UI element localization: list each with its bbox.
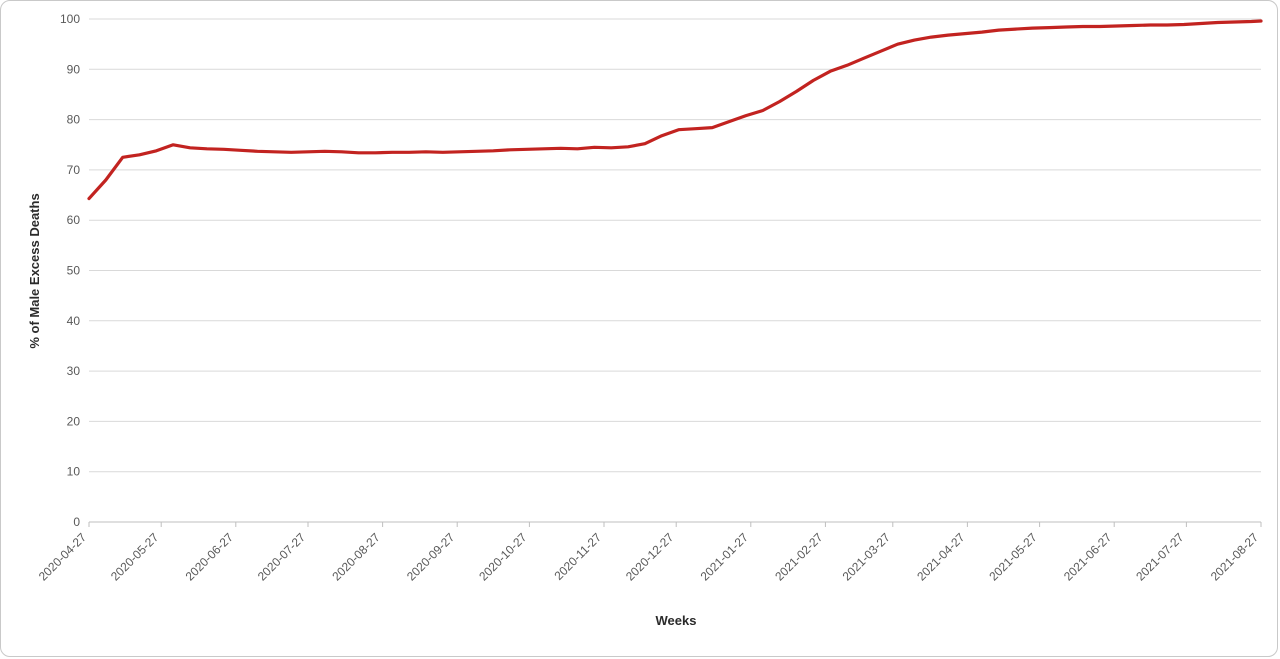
y-tick-label: 70	[67, 163, 81, 177]
y-tick-label: 90	[67, 62, 81, 76]
x-tick-label: 2020-05-27	[108, 530, 162, 584]
x-tick-label: 2021-05-27	[986, 530, 1040, 584]
x-tick-label: 2021-04-27	[914, 530, 968, 584]
y-tick-label: 20	[67, 414, 81, 428]
y-tick-label: 50	[67, 264, 81, 278]
x-tick-label: 2020-10-27	[476, 530, 530, 584]
y-tick-label: 100	[60, 12, 80, 26]
gridlines	[89, 18, 1261, 523]
y-tick-label: 30	[67, 364, 81, 378]
x-axis-title: Weeks	[656, 613, 697, 628]
y-tick-label: 40	[67, 314, 81, 328]
x-tick-label: 2020-07-27	[255, 530, 309, 584]
x-tick-label: 2021-08-27	[1208, 530, 1262, 584]
y-tick-label: 60	[67, 213, 81, 227]
y-tick-label: 10	[67, 465, 81, 479]
x-tick-label: 2021-07-27	[1133, 530, 1187, 584]
x-tick-label: 2021-01-27	[698, 530, 752, 584]
x-tick-label: 2021-02-27	[772, 530, 826, 584]
y-axis-title: % of Male Excess Deaths	[27, 193, 42, 348]
x-tick-label: 2021-03-27	[840, 530, 894, 584]
y-tick-label: 80	[67, 113, 81, 127]
x-axis-labels: 2020-04-27 2020-05-27 2020-06-27 2020-07-27…	[36, 530, 1262, 584]
x-tick-label: 2021-06-27	[1061, 530, 1115, 584]
x-axis-ticks	[88, 522, 1262, 527]
x-tick-label: 2020-12-27	[623, 530, 677, 584]
series-line	[87, 19, 1263, 201]
x-tick-label: 2020-09-27	[404, 530, 458, 584]
x-tick-label: 2020-08-27	[329, 530, 383, 584]
x-tick-label: 2020-06-27	[183, 530, 237, 584]
y-axis-labels: 0 10 20 30 40 50 60 70 80 90 100	[60, 12, 80, 529]
x-tick-label: 2020-11-27	[551, 530, 604, 583]
y-tick-label: 0	[73, 515, 80, 529]
x-tick-label: 2020-04-27	[36, 530, 90, 584]
